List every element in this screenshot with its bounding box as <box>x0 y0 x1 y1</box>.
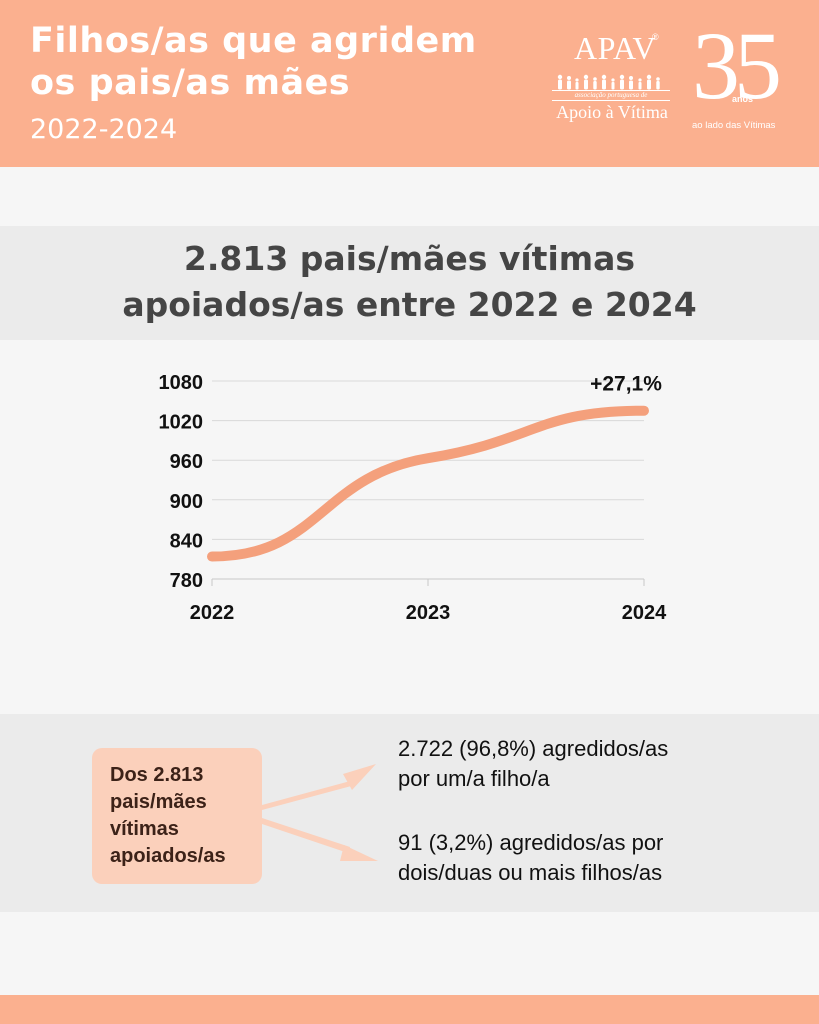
anniversary-logo: 35 anos ao lado das Vítimas <box>690 16 795 132</box>
y-tick-label: 780 <box>170 570 203 592</box>
headline-line-1: 2.813 pais/mães vítimas <box>183 239 636 278</box>
line-chart: 780 840 900 960 1020 1080 2022 2023 2024 +27,1% <box>159 372 668 624</box>
growth-annotation: +27,1% <box>590 373 662 396</box>
callout-line-2: pais/mães <box>110 791 207 813</box>
breakdown-item-2-line-1: 91 (3,2%) agredidos/as por <box>398 830 664 855</box>
people-silhouettes-icon <box>557 74 660 90</box>
y-tick-label: 900 <box>170 491 203 513</box>
breakdown-item-1-line-1: 2.722 (96,8%) agredidos/as <box>398 736 669 761</box>
callout-text: Dos 2.813 pais/mães vítimas apoiados/as <box>110 762 260 870</box>
arrow-up-icon <box>262 764 376 810</box>
arrows <box>262 764 378 861</box>
anniversary-logo-subtitle: ao lado das Vítimas <box>692 120 776 131</box>
x-tick-label: 2023 <box>406 602 451 624</box>
period-label: 2022-2024 <box>30 114 178 145</box>
page-title-line-1: Filhos/as que agridem <box>30 21 477 61</box>
breakdown-item-2-line-2: dois/duas ou mais filhos/as <box>398 860 663 885</box>
y-tick-label: 1080 <box>159 372 204 394</box>
series-line <box>207 405 649 562</box>
callout-line-3: vítimas <box>110 818 179 840</box>
breakdown-panel: Dos 2.813 pais/mães vítimas apoiados/as … <box>0 714 819 912</box>
y-tick-label: 1020 <box>159 412 204 434</box>
apav-logo-subtitle: Apoio à Vítima <box>556 102 668 122</box>
breakdown-item-multiple-children: 91 (3,2%) agredidos/as por dois/duas ou … <box>398 828 758 888</box>
apav-logo-tagline: associação portuguesa de <box>552 90 670 101</box>
y-tick-label: 960 <box>170 451 203 473</box>
anniversary-logo-unit: anos <box>732 94 754 104</box>
callout-box: Dos 2.813 pais/mães vítimas apoiados/as <box>92 748 262 884</box>
apav-logo: APAV ® associação portuguesa de Apoio à … <box>548 30 673 130</box>
headline-line-2: apoiados/as entre 2022 e 2024 <box>122 285 697 324</box>
callout-line-1: Dos 2.813 <box>110 764 204 786</box>
y-tick-label: 840 <box>170 530 203 552</box>
callout-line-4: apoiados/as <box>110 845 226 867</box>
header-banner: Filhos/as que agridem os pais/as mães 20… <box>0 0 819 167</box>
arrow-down-icon <box>262 818 378 861</box>
headline-band <box>0 226 819 340</box>
breakdown-item-single-child: 2.722 (96,8%) agredidos/as por um/a filh… <box>398 734 758 794</box>
footer-bar <box>0 995 819 1024</box>
apav-logo-registered: ® <box>652 32 659 42</box>
x-tick-label: 2024 <box>622 602 667 624</box>
page-title-line-2: os pais/as mães <box>30 63 351 103</box>
breakdown-item-1-line-2: por um/a filho/a <box>398 766 550 791</box>
apav-logo-name: APAV <box>574 30 657 66</box>
x-tick-label: 2022 <box>190 602 235 624</box>
anniversary-logo-number: 35 <box>692 12 782 119</box>
headline: 2.813 pais/mães vítimas apoiados/as entr… <box>0 236 819 328</box>
page-title: Filhos/as que agridem os pais/as mães <box>30 20 477 104</box>
